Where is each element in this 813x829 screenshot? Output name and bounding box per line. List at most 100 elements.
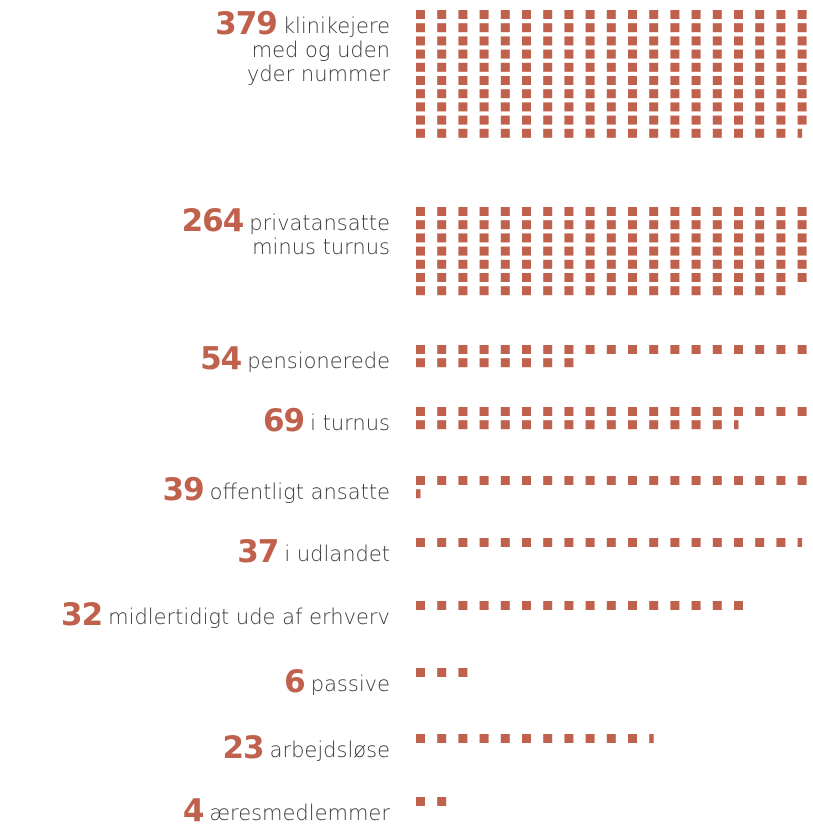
waffle-square: [606, 476, 616, 485]
row-label: 69 i turnus: [263, 406, 390, 437]
waffle-square: [437, 10, 447, 19]
row-description: æresmedlemmer: [209, 801, 390, 825]
waffle-square: [458, 286, 468, 296]
waffle-square: [416, 420, 425, 430]
waffle-square: [458, 601, 468, 610]
waffle-square: [797, 23, 807, 33]
waffle-square: [564, 128, 574, 138]
waffle-square: [606, 36, 616, 46]
waffle-square: [564, 10, 574, 19]
waffle-square: [458, 734, 468, 743]
waffle-square: [479, 23, 489, 33]
waffle-square: [500, 246, 510, 256]
waffle-square: [543, 233, 553, 243]
waffle-square: [649, 89, 659, 99]
waffle-square: [691, 538, 701, 547]
waffle-square: [500, 128, 510, 138]
waffle-square: [543, 259, 553, 269]
waffle-square: [416, 220, 425, 230]
waffle-square: [437, 345, 447, 354]
waffle-square: [437, 358, 447, 368]
waffle-square: [458, 36, 468, 46]
waffle-square: [797, 246, 807, 256]
waffle-square: [734, 36, 743, 46]
waffle-square: [585, 23, 595, 33]
waffle-square: [734, 62, 743, 72]
waffle-square-half: [734, 420, 739, 430]
row-value: 379: [215, 6, 278, 42]
waffle-square: [500, 734, 510, 743]
waffle-square: [564, 538, 574, 547]
waffle-square: [606, 115, 616, 125]
waffle-square: [606, 407, 616, 416]
waffle-square: [479, 62, 489, 72]
waffle-square: [500, 259, 510, 269]
waffle-square: [564, 246, 574, 256]
waffle-square: [564, 601, 574, 610]
waffle-square: [437, 734, 447, 743]
waffle-square: [734, 345, 743, 354]
waffle-square: [458, 476, 468, 485]
waffle-square: [416, 538, 425, 547]
waffle-square: [437, 207, 447, 216]
waffle-square: [564, 420, 574, 430]
waffle-square: [437, 420, 447, 430]
waffle-square: [479, 601, 489, 610]
waffle-square: [670, 10, 680, 19]
waffle-square: [500, 233, 510, 243]
waffle-square: [776, 89, 786, 99]
waffle-square: [628, 273, 637, 282]
waffle-square: [585, 345, 595, 354]
waffle-square: [522, 115, 531, 125]
waffle-square-half: [797, 538, 803, 547]
waffle-square: [755, 102, 765, 112]
waffle-square: [500, 23, 510, 33]
waffle-square: [734, 102, 743, 112]
waffle-square: [691, 128, 701, 138]
row-value: 32: [61, 597, 103, 633]
waffle-square: [437, 76, 447, 85]
waffle-square: [437, 246, 447, 256]
waffle-square: [670, 538, 680, 547]
waffle-square: [691, 23, 701, 33]
waffle-square: [437, 601, 447, 610]
waffle-square: [416, 286, 425, 296]
waffle-square: [585, 246, 595, 256]
waffle-square: [500, 207, 510, 216]
waffle-square: [691, 233, 701, 243]
waffle-square: [543, 49, 553, 59]
waffle-square: [437, 36, 447, 46]
waffle-square: [649, 10, 659, 19]
waffle-square: [479, 220, 489, 230]
waffle-square: [691, 207, 701, 216]
waffle-square: [543, 36, 553, 46]
waffle-square: [416, 102, 425, 112]
waffle-square: [416, 36, 425, 46]
waffle-square: [628, 128, 637, 138]
waffle-square: [606, 538, 616, 547]
waffle-square: [437, 49, 447, 59]
waffle-square: [606, 233, 616, 243]
waffle-square: [564, 407, 574, 416]
waffle-square: [628, 36, 637, 46]
waffle-square: [522, 734, 531, 743]
waffle-square: [649, 407, 659, 416]
waffle-square: [670, 23, 680, 33]
waffle-square: [691, 601, 701, 610]
waffle-square: [543, 102, 553, 112]
waffle-square: [500, 420, 510, 430]
waffle-square: [670, 76, 680, 85]
waffle-square: [776, 76, 786, 85]
waffle-square: [797, 273, 807, 282]
waffle-square: [543, 358, 553, 368]
waffle-square: [755, 286, 765, 296]
waffle-square: [776, 286, 786, 296]
waffle-square: [755, 128, 765, 138]
waffle-square: [691, 76, 701, 85]
waffle-square: [670, 476, 680, 485]
waffle-square: [585, 10, 595, 19]
waffle-square: [755, 62, 765, 72]
waffle-square: [585, 102, 595, 112]
waffle-square: [564, 734, 574, 743]
waffle-square: [500, 102, 510, 112]
